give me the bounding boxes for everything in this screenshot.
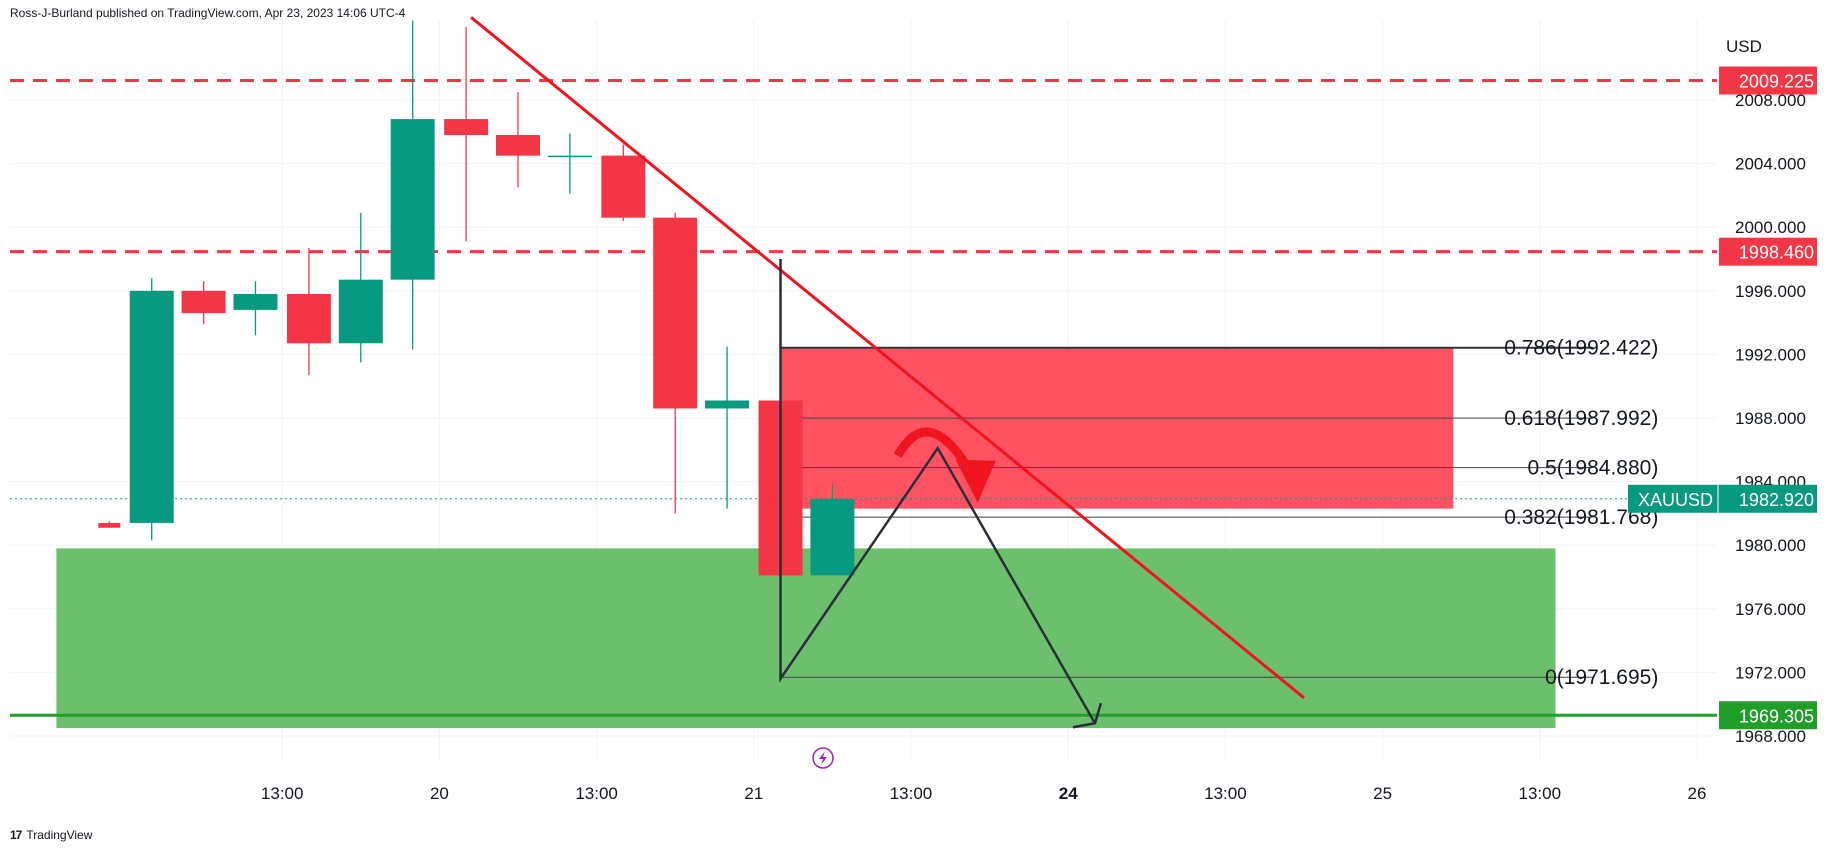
zones bbox=[56, 347, 1556, 729]
fibonacci-retracement: 0.786(1992.422) 0.618(1987.992) 0.5(1984.8… bbox=[780, 337, 1659, 689]
footer-brand: TradingView bbox=[26, 828, 93, 842]
lightning-icon-circle bbox=[812, 747, 834, 769]
y-tick-label: 2008.000 bbox=[1735, 91, 1806, 110]
y-tick-label: 2000.000 bbox=[1735, 218, 1806, 237]
tradingview-logo-icon: 17 bbox=[10, 828, 22, 842]
x-tick-label: 26 bbox=[1688, 784, 1707, 803]
y-tick-label: 1992.000 bbox=[1735, 345, 1806, 364]
price-tag-bg bbox=[1719, 701, 1817, 730]
fib-label: 0.786(1992.422) bbox=[1504, 337, 1658, 360]
x-tick-label: 24 bbox=[1059, 784, 1078, 803]
curved-arrow-head bbox=[955, 459, 996, 503]
horizontal-levels bbox=[10, 79, 1717, 717]
candles bbox=[98, 20, 855, 576]
projection-path bbox=[779, 259, 1097, 724]
x-tick-label: 20 bbox=[430, 784, 449, 803]
fib-label: 0.618(1987.992) bbox=[1504, 407, 1658, 430]
y-tick-label: 1972.000 bbox=[1735, 663, 1806, 682]
y-tick-label: 1996.000 bbox=[1735, 282, 1806, 301]
y-tick-label: 2004.000 bbox=[1735, 155, 1806, 174]
candle-body bbox=[547, 155, 592, 158]
projection-arrowhead bbox=[1072, 702, 1103, 729]
price-tag-bg bbox=[1719, 66, 1817, 95]
x-tick-label: 13:00 bbox=[890, 784, 933, 803]
fib-label: 0.382(1981.768) bbox=[1504, 506, 1658, 529]
x-tick-label: 13:00 bbox=[575, 784, 618, 803]
candle-body bbox=[286, 293, 331, 344]
x-tick-label: 21 bbox=[744, 784, 763, 803]
y-tick-label: 1988.000 bbox=[1735, 409, 1806, 428]
price-tag-label: 2009.225 bbox=[1739, 72, 1814, 92]
last-price-symbol: XAUUSD bbox=[1638, 490, 1713, 510]
y-tick-label: 1976.000 bbox=[1735, 600, 1806, 619]
candle-body bbox=[601, 155, 646, 218]
x-tick-label: 13:00 bbox=[261, 784, 304, 803]
y-tick-label: 1968.000 bbox=[1735, 727, 1806, 746]
candle-body bbox=[390, 119, 435, 280]
drawings bbox=[470, 16, 1305, 729]
event-marker[interactable] bbox=[812, 747, 834, 769]
last-price-tag-bg bbox=[1628, 484, 1817, 513]
y-tick-label: 1980.000 bbox=[1735, 536, 1806, 555]
candle-body bbox=[129, 290, 174, 523]
price-tag-bg bbox=[1719, 237, 1817, 266]
candle-body bbox=[496, 134, 540, 156]
x-tick-label: 13:00 bbox=[1204, 784, 1247, 803]
candle-body bbox=[233, 293, 278, 310]
price-tag-label: 1969.305 bbox=[1739, 706, 1814, 726]
support-zone bbox=[56, 548, 1556, 729]
price-tags: 2009.225 1998.460 1969.305 XAUUSD 1982.920 bbox=[1628, 66, 1817, 730]
candle-body bbox=[338, 279, 383, 344]
curved-arrow bbox=[893, 427, 972, 471]
fib-label: 0(1971.695) bbox=[1545, 666, 1658, 689]
publisher-caption: Ross-J-Burland published on TradingView.… bbox=[10, 6, 406, 20]
trendline bbox=[470, 16, 1305, 700]
x-tick-label: 13:00 bbox=[1519, 784, 1562, 803]
candle-body bbox=[181, 290, 226, 314]
candle-body bbox=[98, 522, 121, 528]
time-axis[interactable]: 13:00 20 13:00 21 13:00 24 13:00 25 13:00 26 bbox=[261, 784, 1707, 803]
candle-body bbox=[810, 499, 855, 576]
last-price-value: 1982.920 bbox=[1739, 490, 1814, 510]
footer: 17 TradingView bbox=[10, 828, 92, 842]
fib-label: 0.5(1984.880) bbox=[1528, 457, 1659, 480]
price-tag-label: 1998.460 bbox=[1739, 243, 1814, 263]
candle-body bbox=[444, 119, 489, 135]
resistance-zone bbox=[780, 347, 1454, 509]
price-axis[interactable]: USD 2008.000 2004.000 2000.000 1996.000 1992… bbox=[1726, 37, 1806, 746]
lightning-icon bbox=[819, 751, 827, 765]
x-tick-label: 25 bbox=[1373, 784, 1392, 803]
candle-body bbox=[653, 217, 698, 409]
currency-label: USD bbox=[1726, 37, 1762, 56]
candle-body bbox=[705, 400, 750, 409]
